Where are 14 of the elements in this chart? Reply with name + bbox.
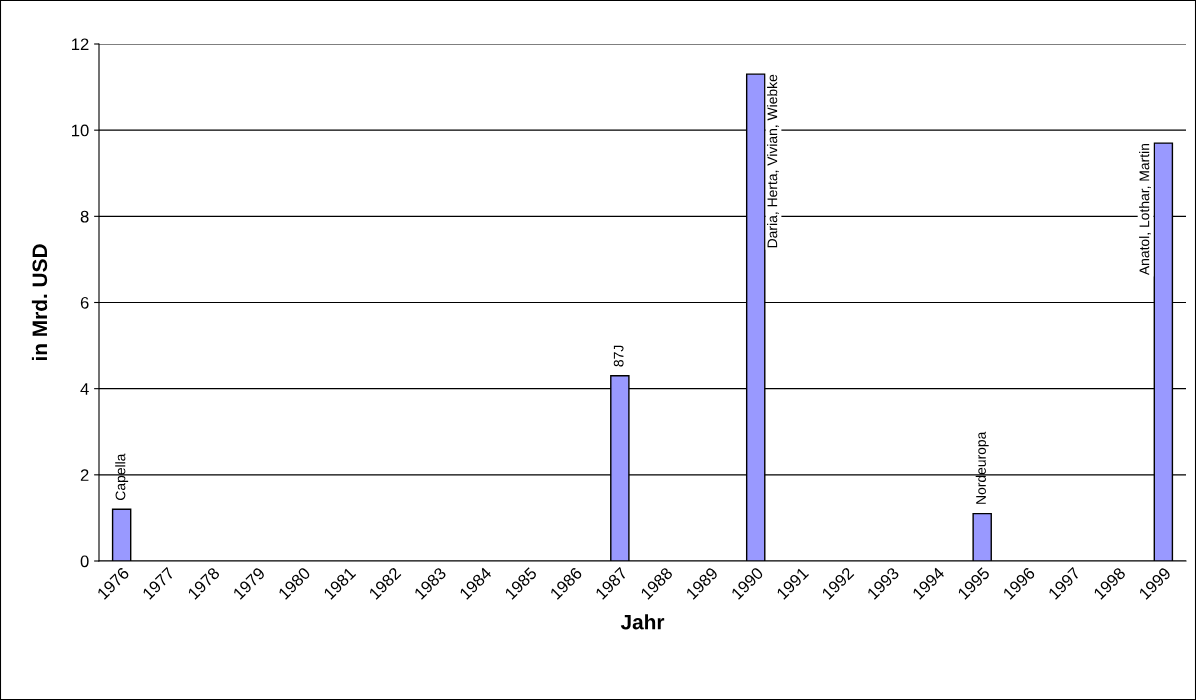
y-tick-label: 2 <box>80 469 89 481</box>
annotation: Daria, Herta, Vivian, Wiebke <box>767 74 779 248</box>
annotation: Anatol, Lothar, Martin <box>1139 143 1151 276</box>
y-axis-title: in Mrd. USD <box>31 244 48 361</box>
y-tick-label: 8 <box>80 210 89 223</box>
y-tick-label: 12 <box>72 38 89 51</box>
annotation: Nordeuropa <box>975 431 989 504</box>
y-tick-label: 0 <box>80 555 89 568</box>
y-tick-label: 10 <box>72 124 89 137</box>
y-tick-label: 6 <box>80 296 89 309</box>
x-axis-title: Jahr <box>620 614 665 630</box>
annotation: 87J <box>613 345 624 367</box>
annotation: Capella <box>115 453 129 500</box>
y-tick-label: 4 <box>80 383 89 395</box>
